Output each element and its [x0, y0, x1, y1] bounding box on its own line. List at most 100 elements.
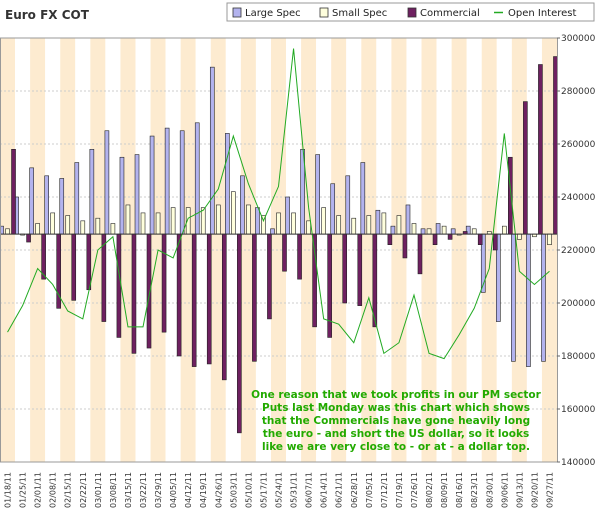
bar-small-spec	[35, 223, 40, 235]
annotation-line: that the Commercials have gone heavily l…	[262, 415, 530, 427]
bar-commercial	[492, 233, 498, 251]
x-tick-label: 07/19/11	[395, 472, 404, 508]
annotation-line: Puts last Monday was this chart which sh…	[262, 402, 530, 414]
bar-large-spec	[330, 183, 336, 235]
bar-small-spec	[200, 207, 206, 235]
column-band	[270, 38, 287, 462]
bar-large-spec	[255, 207, 260, 235]
bar-commercial	[387, 233, 393, 246]
bar-large-spec	[240, 175, 245, 235]
bar-small-spec	[231, 191, 236, 235]
bar-large-spec	[194, 122, 200, 235]
y-tick-label: 260000	[561, 140, 596, 150]
bar-commercial	[402, 233, 408, 259]
bar-small-spec	[50, 212, 55, 235]
x-tick-label: 09/13/11	[515, 472, 524, 508]
bar-small-spec	[547, 233, 552, 246]
bar-commercial	[101, 233, 107, 322]
bar-commercial	[553, 56, 558, 235]
bar-small-spec	[306, 220, 311, 235]
bar-commercial	[267, 233, 272, 320]
x-tick-label: 02/01/11	[34, 472, 43, 508]
x-tick-label: 03/29/11	[154, 472, 163, 508]
x-tick-label: 05/10/11	[244, 472, 253, 508]
bar-commercial	[357, 233, 363, 306]
bar-commercial	[131, 233, 137, 354]
column-band	[60, 38, 76, 462]
open-interest-line	[7, 48, 550, 360]
x-tick-label: 07/12/11	[380, 472, 389, 508]
bar-commercial	[26, 233, 31, 243]
x-tick-label: 07/05/11	[365, 472, 374, 508]
y-tick-label: 180000	[561, 352, 596, 362]
bar-large-spec	[225, 133, 230, 235]
x-tick-label: 06/21/11	[335, 472, 344, 508]
bar-small-spec	[396, 215, 402, 235]
x-tick-label: 05/17/11	[259, 472, 268, 508]
legend-swatch-large-spec	[232, 7, 242, 18]
y-tick-label: 160000	[561, 405, 596, 415]
x-tick-label: 02/15/11	[64, 472, 73, 508]
bar-small-spec	[336, 215, 342, 235]
y-tick-label: 280000	[561, 87, 596, 97]
bar-commercial	[206, 233, 212, 365]
bar-small-spec	[140, 212, 146, 235]
bar-large-spec	[149, 135, 155, 235]
x-tick-label: 07/26/11	[410, 472, 419, 508]
bar-small-spec	[471, 228, 477, 235]
bar-commercial	[447, 233, 453, 240]
bar-large-spec	[360, 162, 366, 235]
x-tick-label: 08/23/11	[470, 472, 479, 508]
bar-commercial	[417, 233, 423, 275]
bar-small-spec	[215, 204, 221, 235]
legend-label-commercial: Commercial	[420, 8, 480, 19]
bar-commercial	[252, 233, 257, 362]
x-tick-label: 06/28/11	[350, 472, 359, 508]
bar-small-spec	[381, 212, 387, 235]
legend-label-open-interest: Open Interest	[508, 8, 577, 19]
bar-commercial	[312, 233, 317, 328]
bar-large-spec	[345, 175, 351, 235]
annotation-line: the euro - and short the US dollar, so i…	[263, 428, 529, 440]
bar-small-spec	[170, 207, 176, 235]
bar-small-spec	[80, 220, 86, 235]
bar-commercial	[538, 64, 543, 235]
bar-commercial	[41, 233, 46, 280]
bar-large-spec	[526, 233, 531, 367]
x-tick-label: 02/22/11	[79, 472, 88, 508]
bar-commercial	[342, 233, 348, 304]
x-tick-label: 09/06/11	[500, 472, 509, 508]
legend-label-large-spec: Large Spec	[245, 8, 301, 19]
x-tick-label: 04/12/11	[184, 472, 193, 508]
bar-commercial	[297, 233, 302, 280]
bar-small-spec	[502, 225, 507, 235]
column-band	[75, 38, 91, 462]
open-interest-polyline	[7, 48, 550, 360]
bar-small-spec	[95, 217, 101, 235]
legend-swatch-commercial	[407, 7, 417, 18]
bar-commercial	[176, 233, 182, 357]
x-tick-label: 03/08/11	[109, 472, 118, 508]
bar-commercial	[71, 233, 77, 301]
column-band	[391, 38, 407, 462]
x-tick-label: 01/18/11	[4, 472, 13, 508]
bar-large-spec	[29, 167, 34, 235]
bar-large-spec	[104, 130, 110, 235]
annotation-line: like we are very close to - or at - a do…	[262, 441, 530, 453]
bar-commercial	[477, 233, 483, 246]
column-band	[331, 38, 347, 462]
bar-commercial	[86, 233, 92, 291]
bar-commercial	[161, 233, 167, 333]
column-band	[0, 38, 16, 462]
bar-large-spec	[285, 196, 290, 235]
x-tick-label: 01/25/11	[19, 472, 28, 508]
bar-small-spec	[366, 215, 372, 235]
bar-large-spec	[119, 156, 125, 235]
column-band	[316, 38, 332, 462]
bar-large-spec	[134, 154, 140, 235]
x-tick-label: 03/15/11	[124, 472, 133, 508]
bar-large-spec	[420, 228, 426, 235]
bar-large-spec	[44, 175, 49, 235]
column-band	[255, 38, 271, 462]
y-axis-tick-labels: 140000 160000 180000 200000 220000 240000 2600…	[557, 34, 596, 468]
